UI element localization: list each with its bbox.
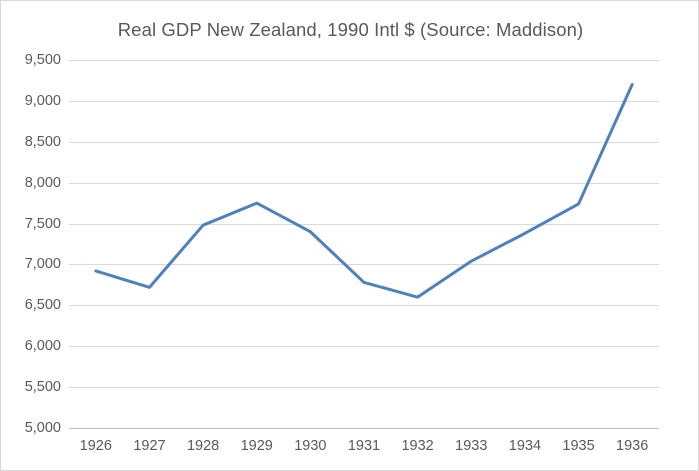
y-axis-tick-label: 7,000 (24, 256, 61, 273)
x-axis-tick-label: 1931 (347, 438, 381, 454)
gridline (69, 346, 659, 348)
chart-title: Real GDP New Zealand, 1990 Intl $ (Sourc… (117, 19, 584, 40)
y-axis-tick-label: 6,000 (24, 338, 61, 355)
x-axis-tick-label: 1934 (508, 438, 542, 454)
x-axis-tick-label: 1928 (186, 438, 220, 454)
gridline (69, 428, 659, 429)
x-axis-tick-label: 1930 (294, 438, 327, 454)
y-axis-tick-label: 5,000 (24, 420, 61, 436)
gridline (69, 182, 659, 184)
gridline (69, 100, 659, 102)
series-polyline (94, 83, 634, 299)
x-axis-tick-label: 1929 (240, 438, 273, 454)
x-axis-tick-label: 1936 (616, 438, 649, 454)
gridline (69, 264, 659, 266)
x-axis-tick-label: 1933 (455, 438, 488, 454)
y-axis-tick-label: 7,500 (24, 215, 61, 232)
gridline (69, 60, 659, 61)
y-axis-tick-label: 5,500 (24, 379, 61, 396)
x-axis-tick-label: 1935 (562, 438, 595, 454)
y-axis-tick-label: 6,500 (24, 297, 61, 314)
y-axis-tick-label: 8,500 (24, 133, 61, 150)
y-axis-tick-label: 8,000 (24, 174, 61, 191)
x-axis-tick-label: 1932 (401, 438, 434, 454)
data-series-line (94, 83, 634, 299)
x-axis-tick-label: 1926 (79, 438, 112, 454)
x-axis-tick-label: 1927 (133, 438, 166, 454)
gridline (69, 387, 659, 389)
gridline (69, 141, 659, 143)
plot-area (69, 60, 659, 429)
y-axis: 9,500 9,000 8,500 8,000 7,500 7,000 6,500 6,000… (1, 52, 61, 436)
gridline (69, 223, 659, 225)
y-axis-tick-label: 9,500 (24, 52, 61, 68)
y-axis-tick-label: 9,000 (24, 92, 61, 109)
gridline (69, 305, 659, 307)
x-axis: 1926 1927 1928 1929 1930 1931 1932 1933 1934 1935… (69, 438, 659, 462)
